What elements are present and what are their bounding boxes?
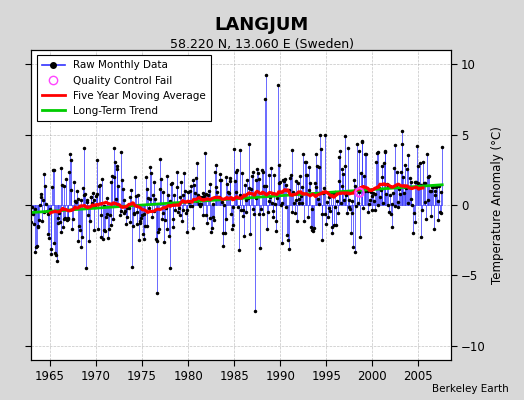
Y-axis label: Temperature Anomaly (°C): Temperature Anomaly (°C) xyxy=(492,126,505,284)
Text: LANGJUM: LANGJUM xyxy=(215,16,309,34)
Text: Berkeley Earth: Berkeley Earth xyxy=(432,384,508,394)
Legend: Raw Monthly Data, Quality Control Fail, Five Year Moving Average, Long-Term Tren: Raw Monthly Data, Quality Control Fail, … xyxy=(37,55,211,121)
Text: 58.220 N, 13.060 E (Sweden): 58.220 N, 13.060 E (Sweden) xyxy=(170,38,354,51)
